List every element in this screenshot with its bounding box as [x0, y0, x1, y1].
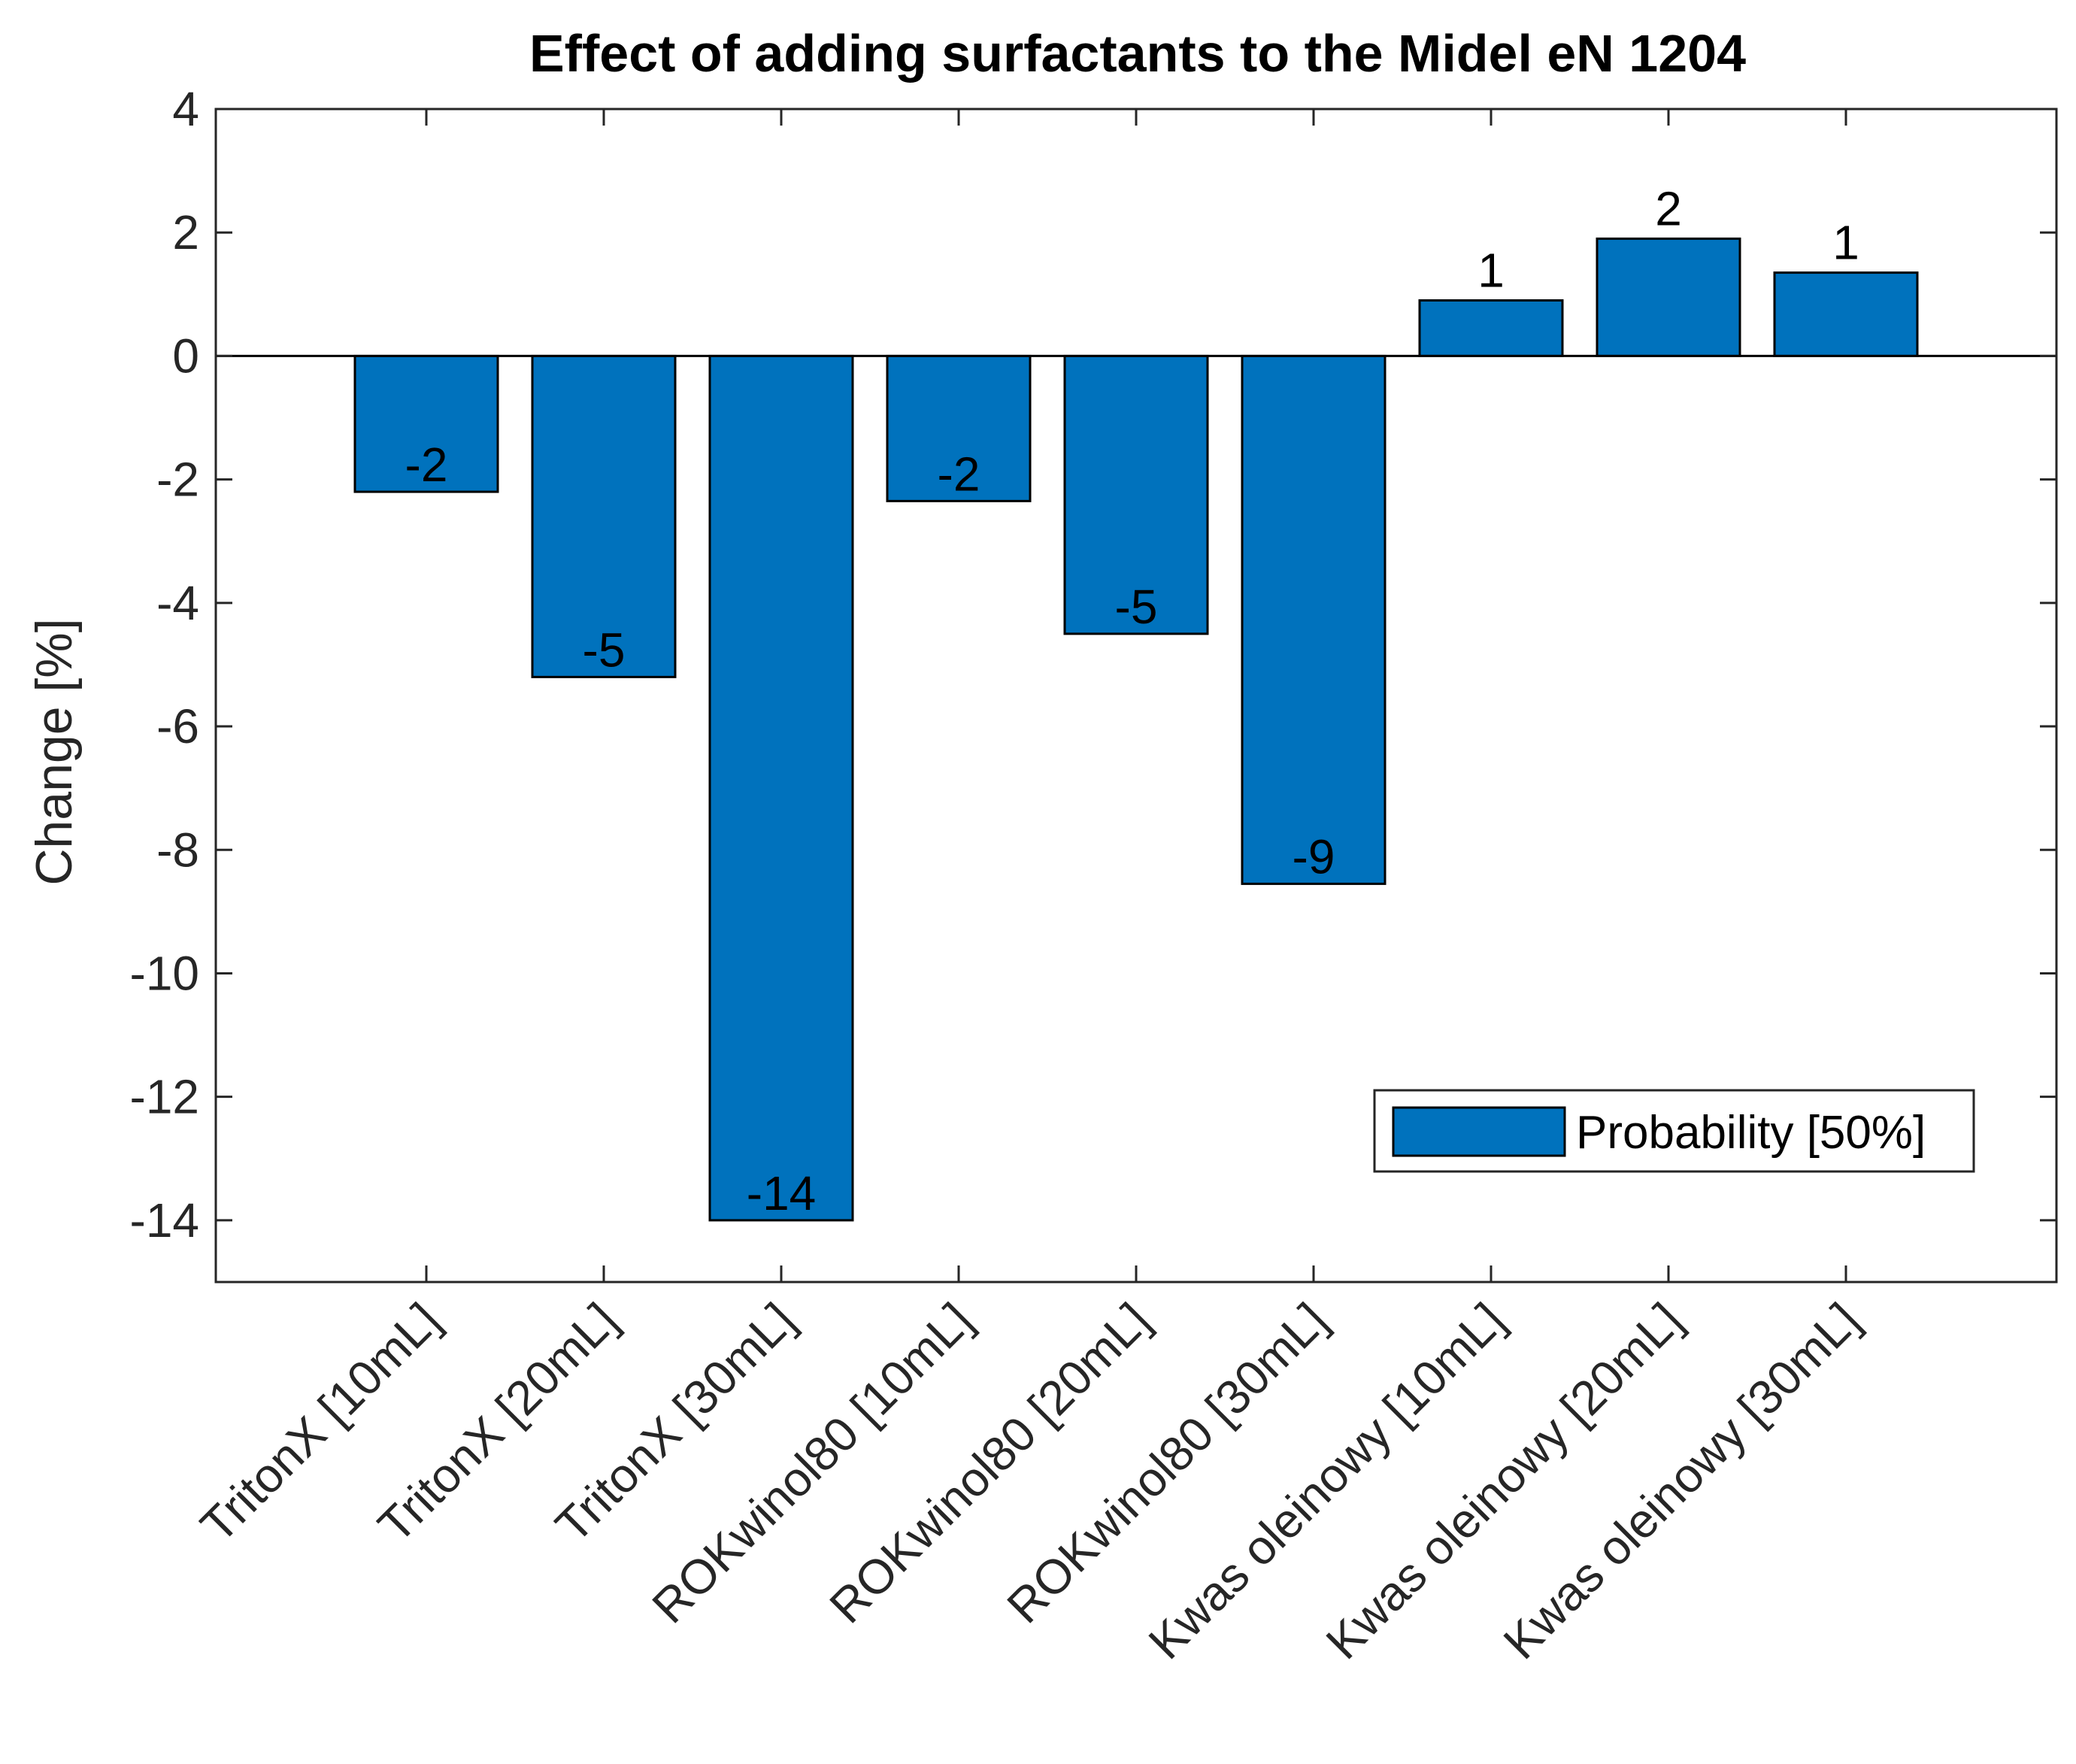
data-label: -2 — [938, 447, 980, 501]
plot-area — [214, 108, 2058, 1284]
bar — [353, 354, 499, 493]
y-tick-label: -8 — [156, 823, 199, 877]
data-label: 1 — [1832, 216, 1859, 270]
legend-swatch — [1392, 1106, 1566, 1157]
y-tick-label: 4 — [172, 82, 199, 136]
bar — [1063, 354, 1209, 635]
data-label: 2 — [1655, 181, 1682, 235]
y-tick-label: -10 — [130, 946, 200, 1000]
data-label: -14 — [747, 1166, 817, 1220]
chart-title: Effect of adding surfactants to the Mide… — [529, 24, 1746, 83]
y-tick-label: -4 — [156, 576, 199, 630]
y-axis-label: Change [%] — [26, 618, 83, 885]
x-tick-label: Kwas oleinowy [30mL] — [1493, 1293, 1870, 1669]
bar — [1241, 354, 1387, 885]
y-tick-label: 0 — [172, 329, 199, 383]
y-tick-label: -12 — [130, 1070, 200, 1124]
legend: Probability [50%] — [1373, 1089, 1975, 1173]
x-tick-label: ROKwinol80 [30mL] — [997, 1293, 1338, 1633]
x-tick-label: Kwas oleinowy [20mL] — [1316, 1293, 1693, 1669]
data-labels: -2 -5 -14 -2 -5 -9 1 2 1 — [405, 181, 1859, 1220]
bar — [1773, 271, 1919, 357]
y-tick-label: -14 — [130, 1193, 200, 1247]
bars — [353, 237, 1919, 1222]
y-tick-label: 2 — [172, 205, 199, 259]
bar — [1418, 299, 1564, 357]
y-tick-label: -2 — [156, 453, 199, 507]
data-label: 1 — [1477, 244, 1505, 298]
x-tick-label: ROKwinol80 [20mL] — [820, 1293, 1160, 1633]
legend-label: Probability [50%] — [1576, 1107, 1926, 1159]
bar — [1596, 237, 1741, 357]
data-label: -5 — [583, 623, 626, 677]
bar — [886, 354, 1032, 502]
x-tick-label: Kwas oleinowy [10mL] — [1138, 1293, 1515, 1669]
plot-frame — [214, 108, 2058, 1284]
y-axis: 4 2 0 -2 -4 -6 -8 -10 -12 -14 — [130, 82, 2056, 1247]
x-tick-label: ROKwinol80 [10mL] — [642, 1293, 983, 1633]
bar — [708, 354, 854, 1222]
y-tick-label: -6 — [156, 699, 199, 753]
data-label: -2 — [405, 438, 448, 492]
data-label: -5 — [1115, 580, 1158, 634]
data-label: -9 — [1293, 829, 1335, 884]
